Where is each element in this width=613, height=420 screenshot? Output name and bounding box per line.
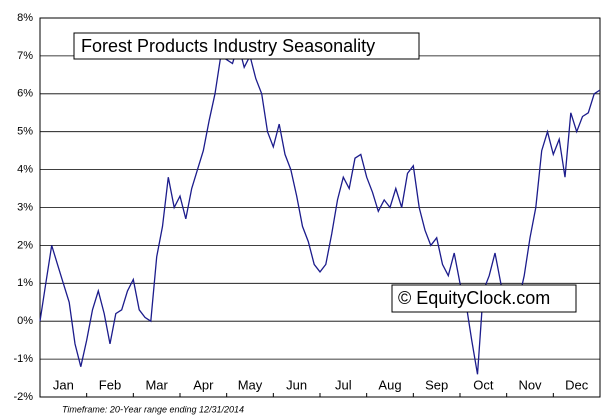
x-tick-label: Feb bbox=[99, 377, 121, 392]
watermark: © EquityClock.com bbox=[398, 288, 550, 308]
x-tick-label: Jul bbox=[335, 377, 352, 392]
x-tick-label: Sep bbox=[425, 377, 448, 392]
x-tick-label: Oct bbox=[473, 377, 494, 392]
y-tick-label: 1% bbox=[17, 277, 33, 289]
y-tick-label: 8% bbox=[17, 12, 33, 24]
x-tick-label: Nov bbox=[518, 377, 542, 392]
footnote: Timeframe: 20-Year range ending 12/31/20… bbox=[62, 404, 244, 414]
y-tick-label: -1% bbox=[13, 353, 33, 365]
chart-title: Forest Products Industry Seasonality bbox=[81, 36, 375, 56]
y-tick-label: 7% bbox=[17, 50, 33, 62]
y-tick-label: 3% bbox=[17, 201, 33, 213]
title-box bbox=[73, 32, 420, 60]
x-tick-label: Dec bbox=[565, 377, 589, 392]
y-tick-label: 0% bbox=[17, 315, 33, 327]
x-tick-label: Apr bbox=[193, 377, 214, 392]
y-tick-label: 4% bbox=[17, 164, 33, 176]
x-tick-label: Jan bbox=[53, 377, 74, 392]
y-tick-label: 2% bbox=[17, 239, 33, 251]
y-tick-label: 5% bbox=[17, 126, 33, 138]
x-tick-label: Mar bbox=[145, 377, 168, 392]
x-tick-label: Jun bbox=[286, 377, 307, 392]
plot-border bbox=[39, 17, 601, 398]
y-tick-label: 6% bbox=[17, 88, 33, 100]
plot-area: -2% -1% 0% 1% 2% 3% 4% 5% 6% 7% 8% Jan Feb Mar Apr May J… bbox=[13, 12, 601, 403]
watermark-box bbox=[391, 284, 577, 313]
y-tick-label: -2% bbox=[13, 391, 33, 403]
x-tick-label: May bbox=[238, 377, 263, 392]
x-tick-label: Aug bbox=[378, 377, 401, 392]
